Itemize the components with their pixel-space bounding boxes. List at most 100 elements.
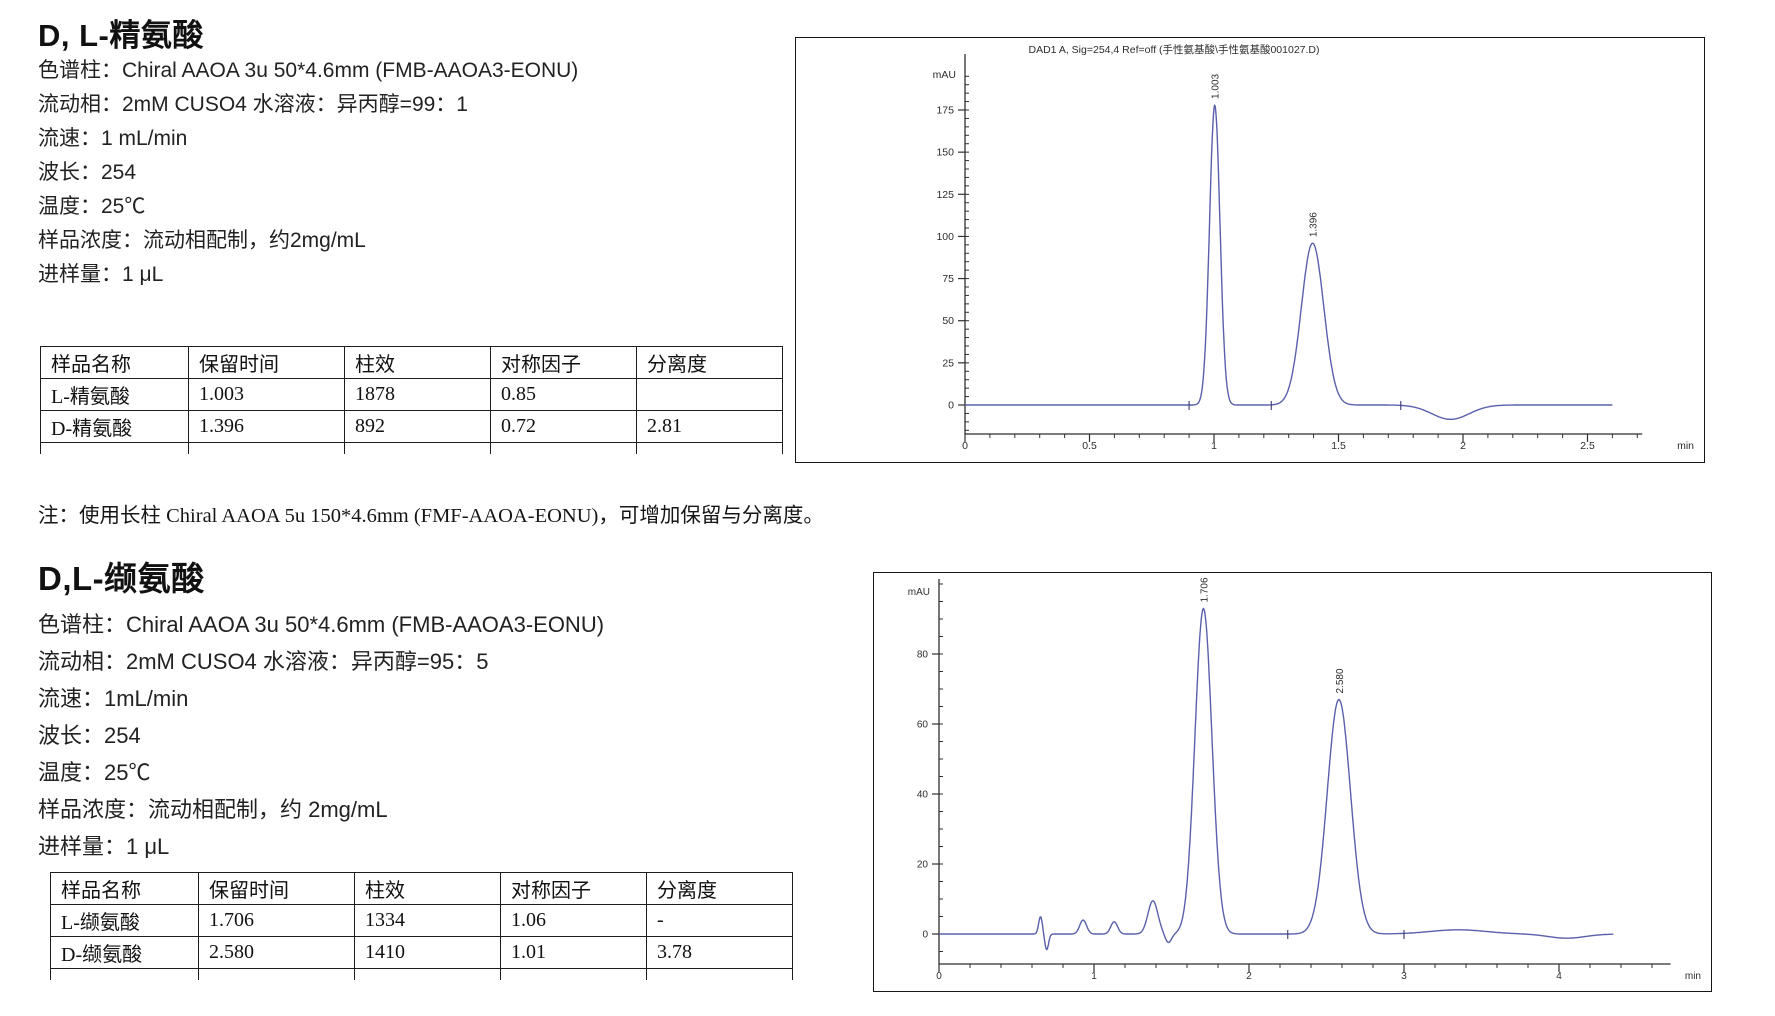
table-cell: 1334 bbox=[354, 904, 501, 937]
table-stub-cell bbox=[636, 442, 783, 454]
table-cell: - bbox=[646, 904, 793, 937]
table-cell: 1.706 bbox=[198, 904, 355, 937]
table-stub-cell bbox=[188, 442, 345, 454]
table-cell: 3.78 bbox=[646, 936, 793, 969]
table-stub-cell bbox=[354, 968, 501, 980]
table-cell: 1.003 bbox=[188, 378, 345, 411]
peak-label: 1.003 bbox=[1211, 73, 1222, 98]
table-cell: 0.85 bbox=[490, 378, 637, 411]
table-stub-row bbox=[50, 968, 793, 980]
table-header-cell: 分离度 bbox=[646, 872, 793, 905]
param-line: 流动相：2mM CUSO4 水溶液：异丙醇=99：1 bbox=[38, 93, 468, 116]
table-stub-cell bbox=[646, 968, 793, 980]
table-header-cell: 对称因子 bbox=[500, 872, 647, 905]
table-cell: L-精氨酸 bbox=[40, 378, 189, 411]
y-axis-unit-label: mAU bbox=[933, 69, 956, 81]
table-cell: 1.01 bbox=[500, 936, 647, 969]
param-line: 进样量：1 μL bbox=[38, 834, 170, 859]
table-stub-row bbox=[40, 442, 783, 454]
table-cell: 2.81 bbox=[636, 410, 783, 443]
param-line: 色谱柱：Chiral AAOA 3u 50*4.6mm (FMB-AAOA3-E… bbox=[38, 612, 605, 637]
table-row: L-缬氨酸 1.706 1334 1.06- bbox=[50, 904, 793, 937]
param-line: 样品浓度：流动相配制，约 2mg/mL bbox=[38, 797, 388, 822]
section2-title: D,L-缬氨酸 bbox=[38, 560, 205, 597]
x-tick-label: 0 bbox=[962, 440, 968, 452]
x-tick-label: 2.5 bbox=[1580, 440, 1595, 452]
y-tick-label: 80 bbox=[917, 650, 929, 661]
table-cell bbox=[636, 378, 783, 411]
param-line: 波长：254 bbox=[38, 723, 141, 748]
x-tick-label: 3 bbox=[1401, 971, 1407, 982]
chromatogram-trace bbox=[939, 607, 1614, 951]
table-cell: 1.396 bbox=[188, 410, 345, 443]
y-axis-unit-label: mAU bbox=[908, 587, 930, 598]
table-cell: D-精氨酸 bbox=[40, 410, 189, 443]
chromatogram-arginine: 0 25 50 75 100 125 150 175 0 0.5 1 1.5 2 2.5 mAU min DAD… bbox=[795, 37, 1705, 463]
y-tick-label: 100 bbox=[936, 231, 954, 243]
param-line: 流速：1mL/min bbox=[38, 686, 189, 711]
param-line: 进样量：1 μL bbox=[38, 263, 164, 286]
x-tick-label: 2 bbox=[1246, 971, 1252, 982]
y-tick-label: 175 bbox=[936, 105, 954, 117]
param-line: 温度：25℃ bbox=[38, 195, 146, 218]
table-header-cell: 保留时间 bbox=[188, 346, 345, 379]
table-header-cell: 保留时间 bbox=[198, 872, 355, 905]
peak-label: 2.580 bbox=[1335, 668, 1346, 693]
section2-table: 样品名称 保留时间 柱效 对称因子 分离度 L-缬氨酸 1.706 1334 1.06- D-缬氨… bbox=[50, 872, 793, 980]
param-line: 样品浓度：流动相配制，约2mg/mL bbox=[38, 229, 366, 252]
param-line: 流动相：2mM CUSO4 水溶液：异丙醇=95：5 bbox=[38, 649, 489, 674]
peak-label: 1.396 bbox=[1309, 212, 1320, 237]
table-cell: 2.580 bbox=[198, 936, 355, 969]
table-cell: 0.72 bbox=[490, 410, 637, 443]
table-header-cell: 样品名称 bbox=[50, 872, 199, 905]
table-stub-cell bbox=[40, 442, 189, 454]
table-cell: 892 bbox=[344, 410, 491, 443]
table-header-cell: 柱效 bbox=[354, 872, 501, 905]
table-stub-cell bbox=[500, 968, 647, 980]
table-row: D-精氨酸 1.396 892 0.72 2.81 bbox=[40, 410, 783, 443]
y-tick-label: 75 bbox=[942, 273, 954, 285]
x-tick-label: 1 bbox=[1091, 971, 1097, 982]
param-line: 流速：1 mL/min bbox=[38, 127, 188, 150]
x-axis-unit-label: min bbox=[1685, 971, 1701, 982]
y-tick-label: 0 bbox=[922, 930, 928, 941]
section1-note: 注：使用长柱 Chiral AAOA 5u 150*4.6mm (FMF-AAO… bbox=[38, 505, 824, 527]
x-tick-label: 4 bbox=[1556, 971, 1562, 982]
x-tick-label: 0 bbox=[936, 971, 942, 982]
section2-params: 色谱柱：Chiral AAOA 3u 50*4.6mm (FMB-AAOA3-E… bbox=[38, 606, 604, 865]
chart-title: DAD1 A, Sig=254,4 Ref=off (手性氨基酸\手性氨基酸00… bbox=[1028, 43, 1319, 56]
x-tick-label: 1 bbox=[1211, 440, 1217, 452]
table-stub-cell bbox=[344, 442, 491, 454]
y-tick-label: 60 bbox=[917, 720, 929, 731]
y-tick-label: 50 bbox=[942, 315, 954, 327]
section1-title: D, L-精氨酸 bbox=[38, 18, 204, 53]
table-stub-cell bbox=[490, 442, 637, 454]
peak-label: 1.706 bbox=[1199, 577, 1210, 602]
param-line: 色谱柱：Chiral AAOA 3u 50*4.6mm (FMB-AAOA3-E… bbox=[38, 59, 579, 82]
y-tick-label: 40 bbox=[917, 790, 929, 801]
y-tick-label: 150 bbox=[936, 147, 954, 159]
table-row: D-缬氨酸 2.580 1410 1.01 3.78 bbox=[50, 936, 793, 969]
table-header-cell: 柱效 bbox=[344, 346, 491, 379]
x-axis-unit-label: min bbox=[1677, 440, 1694, 452]
y-tick-label: 125 bbox=[936, 189, 954, 201]
chromatogram-arginine-plot: 0 25 50 75 100 125 150 175 0 0.5 1 1.5 2 2.5 mAU min DAD… bbox=[933, 43, 1695, 452]
table-cell: 1.06 bbox=[500, 904, 647, 937]
y-tick-label: 25 bbox=[942, 357, 954, 369]
section1-params: 色谱柱：Chiral AAOA 3u 50*4.6mm (FMB-AAOA3-E… bbox=[38, 54, 578, 292]
chromatogram-trace bbox=[965, 104, 1613, 420]
table-header-row: 样品名称 保留时间 柱效 对称因子 分离度 bbox=[50, 872, 793, 905]
param-line: 波长：254 bbox=[38, 161, 137, 184]
param-line: 温度：25℃ bbox=[38, 760, 151, 785]
chromatogram-valine: 0 20 40 60 80 0 1 2 3 4 mAU min 1.706 2.580 bbox=[873, 572, 1712, 992]
y-tick-label: 20 bbox=[917, 860, 929, 871]
table-header-cell: 对称因子 bbox=[490, 346, 637, 379]
x-tick-label: 1.5 bbox=[1331, 440, 1346, 452]
y-tick-label: 0 bbox=[948, 400, 954, 412]
table-cell: L-缬氨酸 bbox=[50, 904, 199, 937]
table-header-cell: 样品名称 bbox=[40, 346, 189, 379]
table-cell: 1410 bbox=[354, 936, 501, 969]
table-stub-cell bbox=[198, 968, 355, 980]
table-cell: 1878 bbox=[344, 378, 491, 411]
